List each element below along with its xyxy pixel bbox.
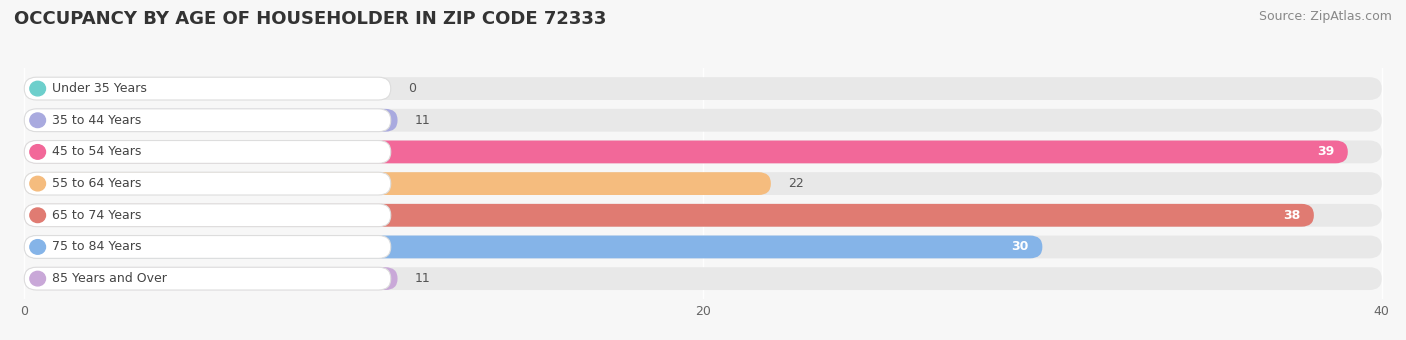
Circle shape (30, 113, 45, 128)
FancyBboxPatch shape (24, 267, 1382, 290)
FancyBboxPatch shape (24, 77, 1382, 100)
FancyBboxPatch shape (24, 77, 391, 100)
FancyBboxPatch shape (24, 236, 1042, 258)
FancyBboxPatch shape (24, 109, 398, 132)
Circle shape (30, 144, 45, 159)
Text: Source: ZipAtlas.com: Source: ZipAtlas.com (1258, 10, 1392, 23)
Text: 45 to 54 Years: 45 to 54 Years (52, 146, 142, 158)
FancyBboxPatch shape (24, 172, 1382, 195)
Circle shape (30, 176, 45, 191)
FancyBboxPatch shape (24, 109, 391, 132)
FancyBboxPatch shape (24, 172, 391, 195)
Text: Under 35 Years: Under 35 Years (52, 82, 148, 95)
Text: 55 to 64 Years: 55 to 64 Years (52, 177, 142, 190)
FancyBboxPatch shape (24, 140, 1348, 163)
FancyBboxPatch shape (24, 140, 1382, 163)
Text: 0: 0 (408, 82, 416, 95)
Circle shape (30, 240, 45, 254)
Text: 11: 11 (415, 272, 430, 285)
FancyBboxPatch shape (24, 172, 770, 195)
FancyBboxPatch shape (24, 109, 1382, 132)
FancyBboxPatch shape (24, 204, 391, 227)
FancyBboxPatch shape (24, 267, 391, 290)
FancyBboxPatch shape (24, 204, 1313, 227)
Text: 39: 39 (1317, 146, 1334, 158)
Text: 85 Years and Over: 85 Years and Over (52, 272, 167, 285)
Circle shape (30, 81, 45, 96)
Text: 75 to 84 Years: 75 to 84 Years (52, 240, 142, 253)
FancyBboxPatch shape (24, 140, 391, 163)
Circle shape (30, 271, 45, 286)
Text: 38: 38 (1284, 209, 1301, 222)
Text: OCCUPANCY BY AGE OF HOUSEHOLDER IN ZIP CODE 72333: OCCUPANCY BY AGE OF HOUSEHOLDER IN ZIP C… (14, 10, 606, 28)
Text: 30: 30 (1011, 240, 1029, 253)
Text: 35 to 44 Years: 35 to 44 Years (52, 114, 142, 127)
FancyBboxPatch shape (24, 267, 398, 290)
Text: 22: 22 (787, 177, 804, 190)
Circle shape (30, 208, 45, 223)
FancyBboxPatch shape (24, 204, 1382, 227)
Text: 65 to 74 Years: 65 to 74 Years (52, 209, 142, 222)
FancyBboxPatch shape (24, 236, 391, 258)
Text: 11: 11 (415, 114, 430, 127)
FancyBboxPatch shape (24, 236, 1382, 258)
